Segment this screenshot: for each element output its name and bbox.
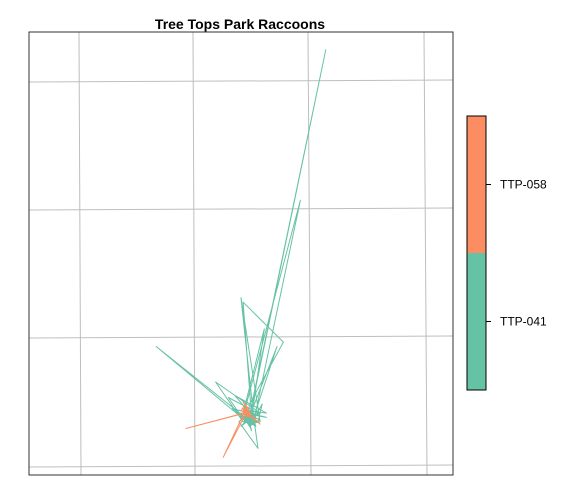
grid-line-h3 [28,335,454,339]
legend-label-ttp-041: TTP-041 [500,315,547,329]
legend-border [466,115,487,391]
grid-line-h4 [28,464,454,468]
legend-swatch-ttp-041 [467,253,486,390]
graticule [28,31,454,476]
grid-line-h1 [28,79,454,83]
grid-line-v4 [423,31,428,476]
legend: TTP-041 TTP-058 [466,115,547,391]
grid-line-h2 [28,207,454,211]
grid-line-v2 [192,31,196,476]
grid-line-v1 [78,31,82,476]
legend-swatch-ttp-058 [467,116,486,253]
plot-border [28,31,454,476]
plot-panel [28,31,454,476]
chart-title: Tree Tops Park Raccoons [155,16,325,32]
legend-label-ttp-058: TTP-058 [500,178,547,192]
plot-background [29,32,453,475]
grid-line-v3 [307,31,312,476]
track-line-ttp-058 [185,401,261,458]
track-layer [155,49,327,458]
